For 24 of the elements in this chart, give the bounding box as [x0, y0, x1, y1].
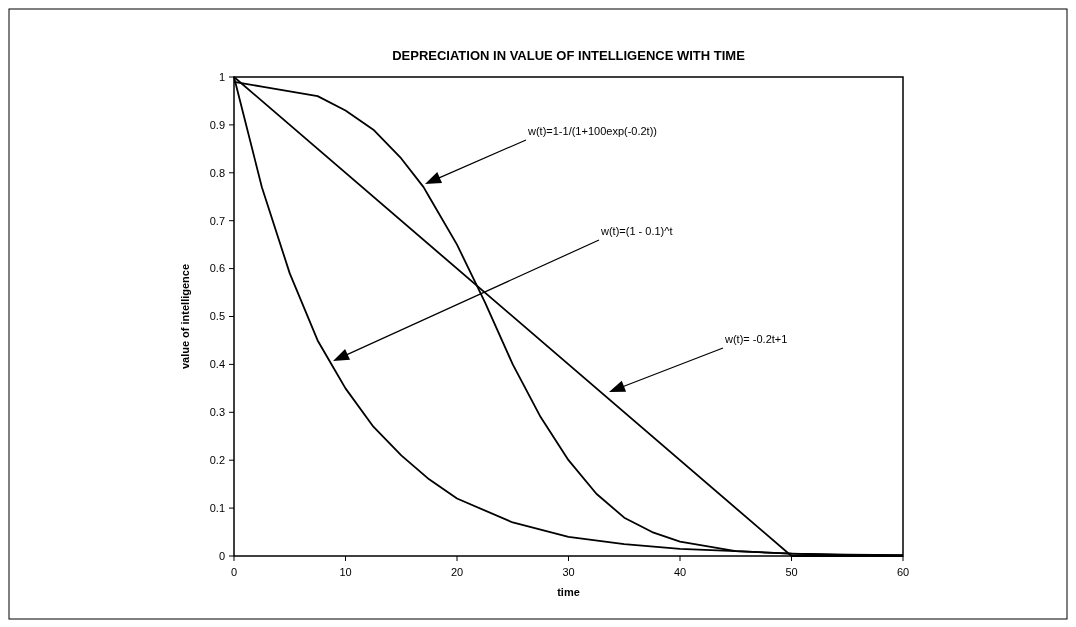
y-tick-label: 0.6: [209, 262, 225, 275]
y-tick-label: 1: [218, 70, 225, 83]
y-tick-label: 0.3: [209, 406, 225, 419]
annotation: w(t)=1-1/(1+100exp(-0.2t)): [527, 125, 657, 137]
y-tick-label: 0.1: [209, 501, 225, 514]
x-tick-label: 10: [339, 566, 352, 578]
y-axis-title: value of intelligence: [179, 263, 191, 370]
x-axis-title: time: [557, 586, 580, 598]
x-tick-label: 30: [562, 566, 575, 578]
y-tick-label: 0.9: [209, 118, 225, 131]
y-tick-label: 0.4: [209, 358, 225, 371]
y-tick-label: 0.8: [209, 166, 225, 179]
y-tick-label: 0.5: [209, 310, 225, 323]
x-tick-label: 40: [673, 566, 687, 578]
y-tick-label: 0.2: [209, 454, 225, 467]
x-tick-label: 0: [230, 566, 238, 578]
x-tick-label: 50: [785, 566, 798, 578]
annotation: w(t)= -0.2t+1: [724, 333, 788, 345]
y-tick-label: 0.7: [209, 214, 225, 227]
annotation: w(t)=(1 - 0.1)^t: [600, 225, 673, 237]
chart-title: DEPRECIATION IN VALUE OF INTELLIGENCE WITH TIME: [392, 48, 746, 63]
y-tick-label: 0: [218, 549, 225, 562]
x-tick-label: 20: [450, 566, 464, 578]
x-tick-label: 60: [896, 566, 910, 578]
